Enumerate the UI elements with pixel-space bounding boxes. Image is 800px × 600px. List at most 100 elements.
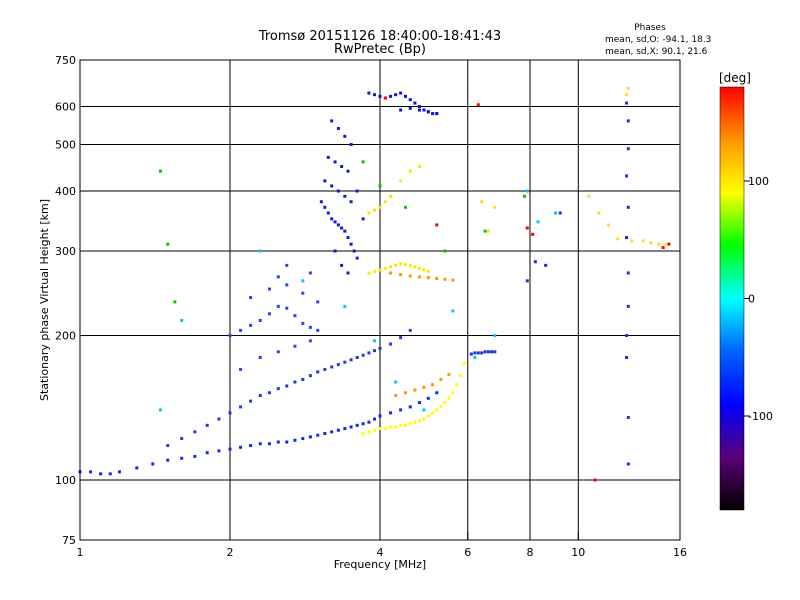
data-point <box>389 271 393 275</box>
data-point <box>336 428 340 432</box>
data-point <box>333 160 337 164</box>
data-point <box>373 269 377 273</box>
data-point <box>301 291 305 295</box>
data-point <box>490 350 494 354</box>
data-point <box>664 242 668 246</box>
data-point <box>249 323 253 327</box>
data-point <box>293 314 297 318</box>
data-point <box>625 334 629 338</box>
data-point <box>361 432 365 436</box>
data-point <box>285 263 289 267</box>
data-point <box>626 271 630 275</box>
data-point <box>346 271 350 275</box>
data-point <box>525 189 529 193</box>
colorbar-label: [deg] <box>719 71 751 85</box>
data-point <box>330 430 334 434</box>
data-point <box>316 328 320 332</box>
data-point <box>367 351 371 355</box>
data-point <box>293 380 297 384</box>
data-point <box>180 318 184 322</box>
y-tick-label: 600 <box>55 101 76 114</box>
data-point <box>626 415 630 419</box>
data-point <box>426 414 430 418</box>
data-point <box>389 425 393 429</box>
data-point <box>258 394 262 398</box>
data-point <box>340 226 344 230</box>
data-point <box>293 438 297 442</box>
data-point <box>383 266 387 270</box>
data-point <box>343 304 347 308</box>
data-point <box>99 472 103 476</box>
data-point <box>389 194 393 198</box>
data-point <box>326 211 330 215</box>
data-point <box>239 328 243 332</box>
data-point <box>378 268 382 272</box>
phases-box-line-o: mean, sd,O: -94.1, 18.3 <box>605 35 711 45</box>
data-point <box>316 300 320 304</box>
y-tick-label: 100 <box>55 474 76 487</box>
data-point <box>367 430 371 434</box>
data-point <box>607 223 611 227</box>
data-point <box>158 408 162 412</box>
data-point <box>258 249 262 253</box>
data-point <box>426 396 430 400</box>
data-point <box>435 408 439 412</box>
data-point <box>458 374 462 378</box>
data-point <box>558 211 562 215</box>
colorbar-ticks: 100 0 -100 <box>744 175 773 423</box>
data-point <box>276 275 280 279</box>
data-point <box>417 401 421 405</box>
data-point <box>205 423 209 427</box>
data-point <box>408 422 412 426</box>
data-point <box>249 444 253 448</box>
data-point <box>626 86 630 90</box>
data-point <box>625 101 629 105</box>
data-point <box>417 419 421 423</box>
data-point <box>173 300 177 304</box>
data-point <box>439 377 443 381</box>
data-point <box>389 94 393 98</box>
data-point <box>403 391 407 395</box>
data-point <box>394 394 398 398</box>
data-point <box>293 344 297 348</box>
data-point <box>378 94 382 98</box>
y-tick-label: 750 <box>55 54 76 67</box>
data-point <box>301 437 305 441</box>
data-point <box>239 367 243 371</box>
data-point <box>417 105 421 109</box>
chart-subtitle: RwPretec (Bp) <box>334 42 426 57</box>
data-point <box>276 350 280 354</box>
data-point <box>399 408 403 412</box>
data-point <box>408 169 412 173</box>
data-point <box>276 440 280 444</box>
x-tick-label: 10 <box>571 546 585 559</box>
data-point <box>476 351 480 355</box>
data-point <box>451 391 455 395</box>
x-tick-label: 6 <box>464 546 471 559</box>
data-point <box>525 226 529 230</box>
data-point <box>378 427 382 431</box>
data-point <box>323 367 327 371</box>
data-point <box>476 103 480 107</box>
data-point <box>340 164 344 168</box>
data-point <box>625 93 629 97</box>
data-point <box>435 391 439 395</box>
data-point <box>228 411 232 415</box>
data-point <box>349 200 353 204</box>
data-point <box>394 263 398 267</box>
data-point <box>316 370 320 374</box>
data-point <box>525 279 529 283</box>
x-axis-label: Frequency [MHz] <box>334 558 426 571</box>
data-point <box>367 91 371 95</box>
data-point <box>267 287 271 291</box>
data-point <box>108 472 112 476</box>
data-point <box>544 263 548 267</box>
data-point <box>630 239 634 243</box>
data-point <box>361 217 365 221</box>
data-point <box>399 262 403 266</box>
data-point <box>486 229 490 233</box>
data-point <box>667 242 671 246</box>
data-point <box>417 275 421 279</box>
data-point <box>447 372 451 376</box>
